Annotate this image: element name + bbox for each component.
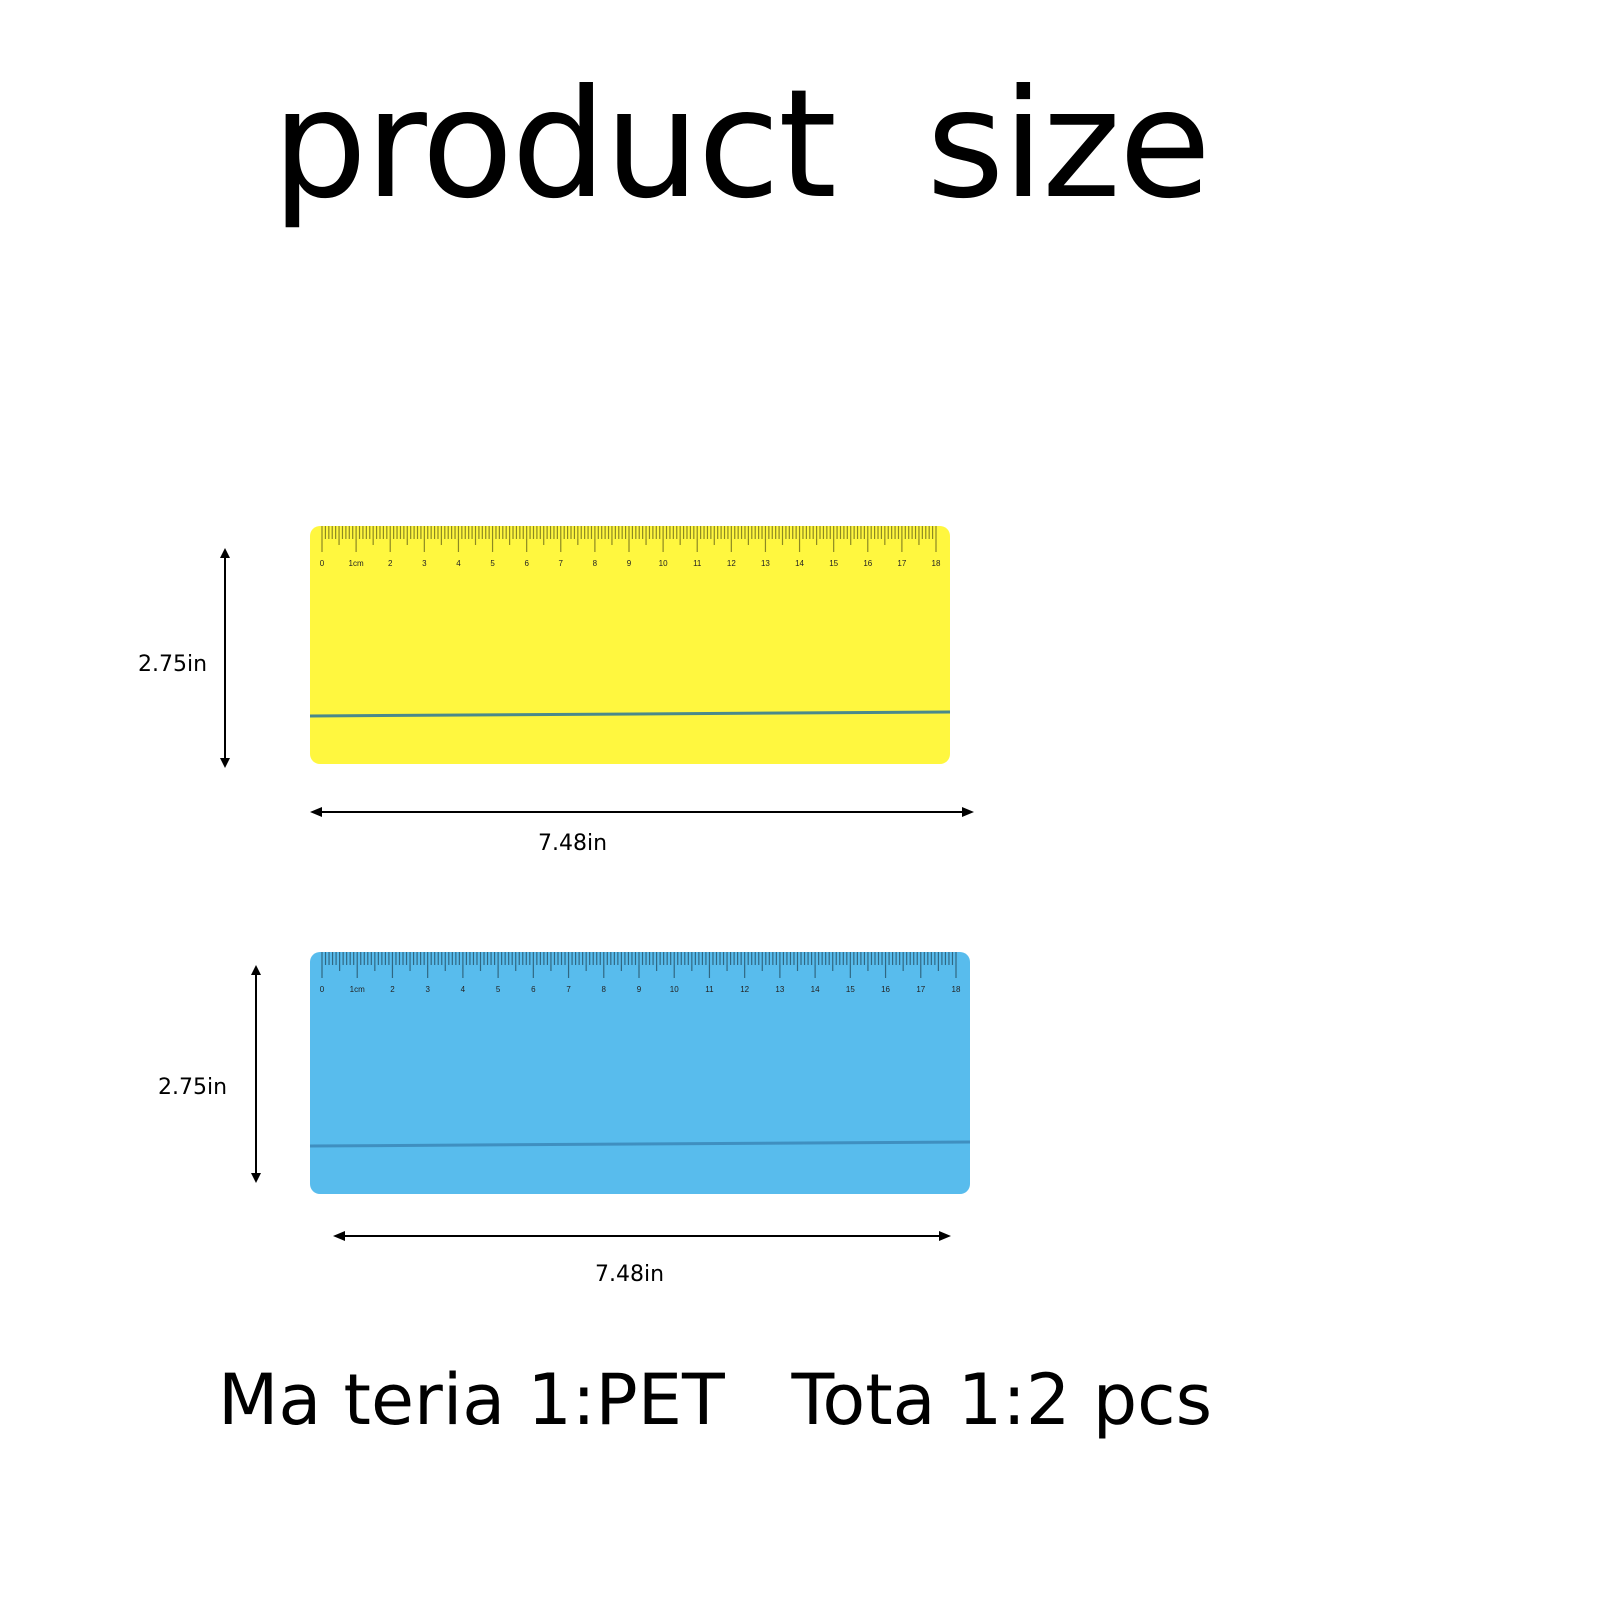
ruler-edge-line (310, 1140, 970, 1148)
ruler-scale-label: 7 (566, 985, 571, 994)
ruler-scale-label: 1cm (350, 985, 365, 994)
width-arrow (310, 807, 974, 817)
ruler-scale-label: 9 (637, 985, 642, 994)
ruler-scale-label: 6 (531, 985, 536, 994)
ruler-scale-label: 4 (461, 985, 466, 994)
ruler-scale-label: 10 (670, 985, 679, 994)
width-label: 7.48in (595, 1262, 665, 1287)
ruler-scale-label: 16 (863, 559, 872, 568)
ruler-scale-label: 2 (388, 559, 393, 568)
ruler-scale-label: 5 (496, 985, 501, 994)
ruler-scale-label: 5 (490, 559, 495, 568)
blue-ruler: 0 1cm 2 3 4 5 6 7 8 9 10 11 12 13 14 15 16 17 18 (310, 952, 970, 1194)
ruler-body (310, 526, 950, 764)
ruler-scale-label: 10 (659, 559, 668, 568)
height-label: 2.75in (138, 652, 208, 677)
ruler-scale-label: 9 (627, 559, 632, 568)
ruler-scale-label: 12 (727, 559, 736, 568)
ruler-scale-label: 14 (795, 559, 804, 568)
width-label: 7.48in (538, 831, 608, 856)
ruler-scale-label: 0 (320, 985, 325, 994)
ruler-scale-label: 14 (811, 985, 820, 994)
ruler-scale-label: 7 (559, 559, 564, 568)
ruler-scale-label: 2 (390, 985, 395, 994)
ruler-scale-label: 18 (932, 559, 941, 568)
yellow-ruler: 0 1cm 2 3 4 5 6 7 8 9 10 11 12 13 14 15 16 17 18 (310, 526, 950, 764)
height-arrow (220, 548, 230, 768)
ruler-scale-label: 6 (524, 559, 529, 568)
product-specs: Ma teria 1:PET Tota 1:2 pcs (218, 1359, 1213, 1441)
ruler-scale-label: 17 (897, 559, 906, 568)
ruler-scale-label: 13 (775, 985, 784, 994)
ruler-scale: 0 1cm 2 3 4 5 6 7 8 9 10 11 12 13 14 15 16 17 18 (310, 526, 950, 764)
ruler-body (310, 952, 970, 1194)
ruler-scale-label: 1cm (349, 559, 364, 568)
ruler-scale-label: 11 (693, 559, 702, 568)
ruler-scale-label: 17 (916, 985, 925, 994)
ruler-scale-label: 11 (705, 985, 714, 994)
page-title: product size (272, 58, 1211, 232)
ruler-scale-label: 16 (881, 985, 890, 994)
ruler-scale-label: 0 (320, 559, 325, 568)
ruler-scale-label: 8 (602, 985, 607, 994)
ruler-scale-label: 13 (761, 559, 770, 568)
height-arrow (251, 965, 261, 1183)
ruler-scale-label: 12 (740, 985, 749, 994)
height-label: 2.75in (158, 1075, 228, 1100)
ruler-scale-label: 3 (422, 559, 427, 568)
ruler-scale: 0 1cm 2 3 4 5 6 7 8 9 10 11 12 13 14 15 16 17 18 (310, 952, 970, 1194)
ruler-scale-label: 15 (829, 559, 838, 568)
ruler-edge-line (310, 710, 950, 718)
width-arrow (333, 1231, 951, 1241)
ruler-scale-label: 15 (846, 985, 855, 994)
ruler-scale-label: 3 (425, 985, 430, 994)
ruler-scale-label: 8 (593, 559, 598, 568)
ruler-scale-label: 4 (456, 559, 461, 568)
ruler-scale-label: 18 (952, 985, 961, 994)
